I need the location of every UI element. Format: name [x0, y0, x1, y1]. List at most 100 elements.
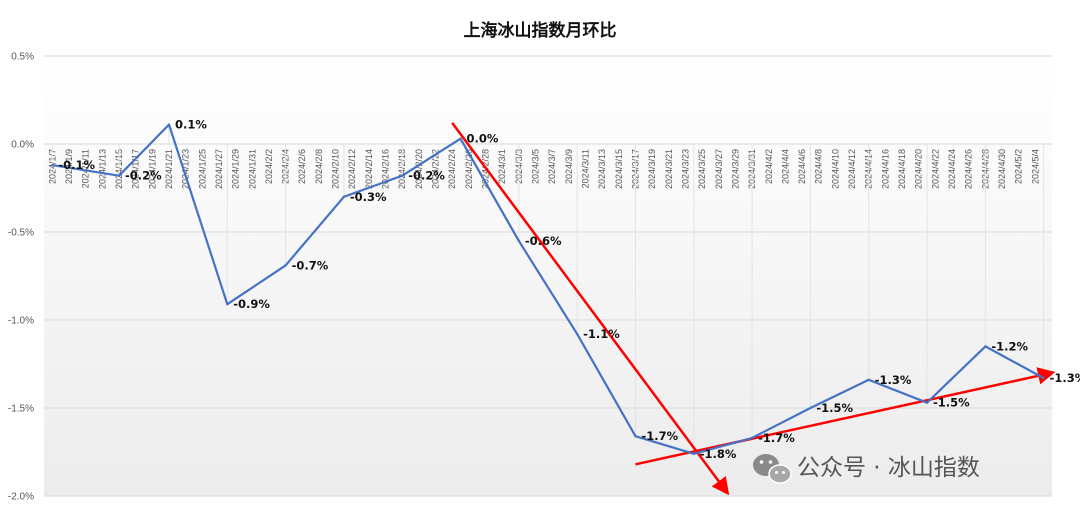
x-tick-label: 2024/4/30: [997, 149, 1007, 189]
trend-arrow: [451, 122, 730, 496]
data-point: [750, 436, 754, 440]
watermark-text: 公众号 · 冰山指数: [797, 455, 980, 481]
data-label: 0.1%: [175, 118, 207, 132]
x-tick-label: 2024/1/23: [181, 149, 191, 189]
watermark: 公众号 · 冰山指数: [753, 454, 980, 484]
x-tick-label: 2024/4/12: [847, 149, 857, 189]
x-tick-label: 2024/1/11: [81, 149, 91, 188]
x-tick-label: 2024/2/14: [364, 149, 374, 189]
x-tick-label: 2024/2/8: [314, 149, 324, 184]
data-point: [984, 345, 987, 348]
trend-arrow: [635, 367, 1056, 466]
x-tick-label: 2024/1/25: [197, 149, 207, 189]
x-tick-label: 2024/3/15: [614, 149, 624, 189]
data-label: -1.2%: [991, 339, 1028, 353]
x-tick-label: 2024/4/6: [797, 149, 807, 184]
chart-title: 上海冰山指数月环比: [464, 20, 617, 41]
data-point: [517, 239, 521, 242]
y-tick-label: -1.5%: [8, 404, 34, 415]
x-tick-label: 2024/2/2: [264, 149, 274, 184]
data-label: -1.1%: [583, 327, 620, 341]
x-tick-label: 2024/2/24: [447, 149, 457, 189]
data-point: [459, 137, 462, 140]
data-label: -1.7%: [641, 429, 678, 443]
x-tick-label: 2024/4/16: [880, 149, 890, 189]
x-tick-label: 2024/3/27: [714, 149, 724, 189]
data-point: [226, 302, 229, 306]
x-tick-label: 2024/4/22: [930, 149, 940, 189]
data-label: -1.5%: [816, 401, 853, 415]
y-tick-label: 0.0%: [11, 140, 34, 151]
data-point: [342, 195, 346, 198]
x-tick-label: 2024/5/4: [1030, 149, 1040, 184]
x-tick-label: 2024/1/29: [231, 149, 241, 189]
x-tick-label: 2024/3/5: [531, 149, 541, 184]
data-point: [284, 264, 287, 267]
x-tick-label: 2024/2/12: [347, 149, 357, 189]
x-tick-label: 2024/3/9: [564, 149, 574, 184]
x-tick-label: 2024/3/19: [647, 149, 657, 189]
x-tick-label: 2024/3/11: [580, 149, 590, 188]
data-point: [867, 378, 870, 382]
data-label: -0.2%: [125, 169, 162, 183]
x-tick-label: 2024/4/26: [964, 149, 974, 189]
data-label: -1.8%: [700, 447, 737, 461]
x-tick-label: 2024/4/20: [914, 149, 924, 189]
y-tick-label: -2.0%: [8, 492, 34, 503]
data-label: -0.7%: [292, 258, 329, 272]
data-point: [925, 401, 929, 404]
data-point: [692, 452, 695, 455]
x-tick-label: 2024/2/6: [297, 149, 307, 184]
data-point: [809, 406, 812, 410]
data-label: -1.3%: [875, 373, 912, 387]
data-point: [1042, 376, 1045, 380]
data-label: 0.0%: [467, 132, 499, 146]
data-label: -0.3%: [350, 190, 387, 204]
data-point: [51, 163, 54, 167]
data-point: [401, 174, 404, 177]
y-tick-label: -1.0%: [8, 316, 34, 327]
x-tick-label: 2024/2/16: [381, 149, 391, 189]
x-tick-label: 2024/1/21: [164, 149, 174, 189]
x-tick-label: 2024/3/21: [664, 149, 674, 189]
x-tick-label: 2024/3/29: [730, 149, 740, 189]
y-tick-label: 0.5%: [11, 52, 34, 63]
x-tick-label: 2024/2/20: [414, 149, 424, 189]
x-tick-label: 2024/1/9: [64, 149, 74, 184]
plot-background: [44, 56, 1052, 496]
data-label: -1.7%: [758, 431, 795, 445]
x-tick-label: 2024/1/13: [97, 149, 107, 189]
x-tick-label: 2024/1/31: [247, 149, 257, 189]
data-label: -1.5%: [933, 396, 970, 410]
data-point: [167, 123, 171, 126]
x-tick-label: 2024/1/27: [214, 149, 224, 189]
data-label: -0.1%: [58, 158, 95, 172]
data-label: -0.6%: [525, 234, 562, 248]
data-point: [117, 174, 121, 177]
x-tick-label: 2024/4/10: [830, 149, 840, 189]
x-tick-label: 2024/3/13: [597, 149, 607, 189]
data-label: -0.2%: [408, 169, 445, 183]
x-tick-label: 2024/4/2: [764, 149, 774, 184]
x-tick-label: 2024/5/2: [1014, 149, 1024, 184]
x-tick-label: 2024/3/25: [697, 149, 707, 189]
x-tick-label: 2024/3/1: [497, 149, 507, 184]
data-label: -1.3%: [1050, 371, 1080, 385]
wechat-icon: [753, 454, 792, 484]
y-tick-label: -0.5%: [8, 228, 34, 239]
x-tick-label: 2024/1/17: [131, 149, 141, 189]
x-tick-label: 2024/2/10: [331, 149, 341, 189]
x-tick-label: 2024/4/18: [897, 149, 907, 189]
series-line: [52, 123, 1045, 455]
x-tick-label: 2024/4/4: [780, 149, 790, 184]
x-tick-label: 2024/1/7: [47, 149, 57, 184]
data-point: [634, 434, 637, 438]
x-tick-label: 2024/4/8: [814, 149, 824, 184]
x-tick-label: 2024/3/7: [547, 149, 557, 184]
data-point: [575, 332, 579, 336]
x-tick-label: 2024/4/24: [947, 149, 957, 189]
x-tick-label: 2024/2/26: [464, 149, 474, 189]
x-tick-label: 2024/2/22: [431, 149, 441, 189]
data-label: -0.9%: [233, 297, 270, 311]
